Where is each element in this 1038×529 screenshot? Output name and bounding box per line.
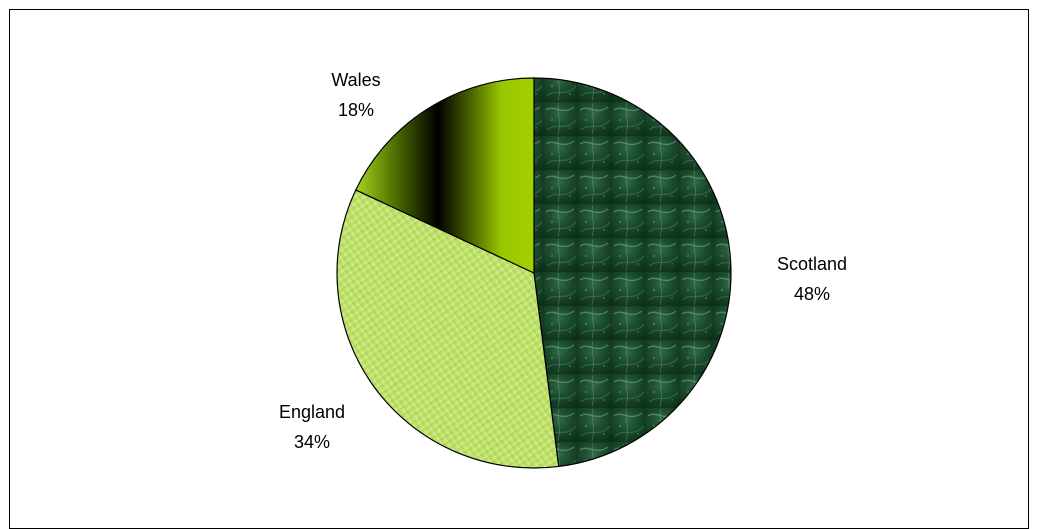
slice-percent-england: 34% bbox=[294, 432, 330, 452]
pie-slice-scotland bbox=[533, 77, 732, 468]
slice-name-scotland: Scotland bbox=[777, 254, 847, 274]
slice-label-england: England 34% bbox=[279, 402, 345, 452]
slice-percent-wales: 18% bbox=[338, 100, 374, 120]
slice-percent-scotland: 48% bbox=[794, 284, 830, 304]
slice-name-wales: Wales bbox=[331, 70, 380, 90]
slice-label-scotland: Scotland 48% bbox=[777, 254, 847, 304]
pie-slice-england bbox=[336, 189, 560, 469]
slice-name-england: England bbox=[279, 402, 345, 422]
slice-label-wales: Wales 18% bbox=[331, 70, 380, 120]
pie-chart: Scotland 48% England 34% Wales 18% bbox=[279, 70, 847, 469]
pie-slice-wales bbox=[354, 77, 535, 274]
